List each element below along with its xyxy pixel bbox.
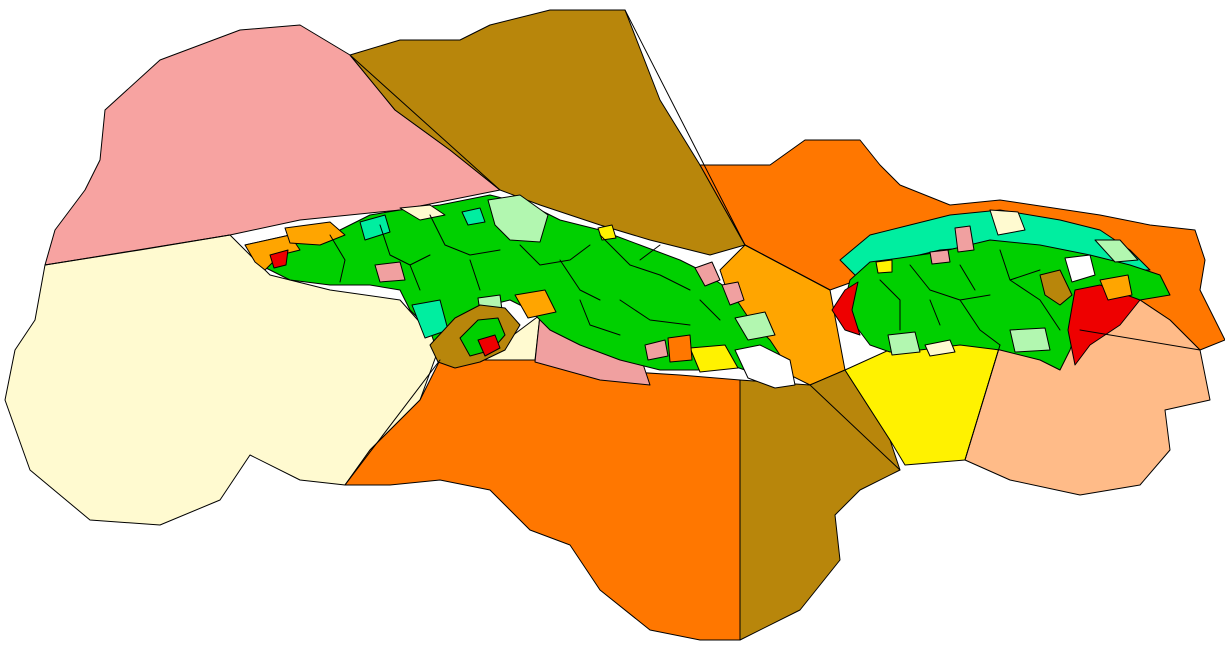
- west-island-red-inlet: [477, 334, 501, 357]
- west-island-orange-south: [667, 334, 693, 363]
- west-island-white-southeast: [734, 344, 796, 389]
- west-island-cream-north: [399, 204, 446, 221]
- east-island-yellow-west: [875, 259, 893, 274]
- west-island-rose-south: [644, 339, 669, 361]
- east-island-district-lines: [879, 249, 1061, 346]
- east-island-brown: [1039, 269, 1073, 306]
- east-island-cream-north: [989, 209, 1026, 236]
- zone-south-brown: [739, 369, 901, 641]
- west-island-rose-east: [694, 261, 721, 287]
- zone-boundary-lines: [44, 9, 1201, 641]
- east-island-cream-south: [924, 339, 956, 357]
- east-island-red-west: [831, 281, 861, 336]
- west-island-mint-east: [734, 311, 776, 341]
- west-island-amber-center: [514, 289, 557, 319]
- west-island-rose-east-2: [721, 281, 745, 306]
- zone-west-cream: [4, 234, 441, 526]
- west-island-yellow-south: [689, 344, 739, 373]
- west-island-district-lines: [329, 214, 721, 336]
- east-island-mint-northeast: [1094, 239, 1139, 263]
- east-island-mint-southeast: [1009, 327, 1051, 353]
- west-island-rose-west: [374, 261, 406, 283]
- west-island-mint-north: [487, 194, 549, 243]
- west-island-aqua-north-2: [461, 207, 486, 226]
- east-island-white: [1064, 254, 1096, 283]
- east-island-rose-west: [929, 249, 951, 265]
- zone-south-orange: [344, 354, 741, 641]
- east-island-amber-east: [1099, 274, 1133, 301]
- west-island-red-tip: [269, 249, 289, 269]
- east-island-mint-south: [887, 331, 921, 356]
- east-island-rose-north: [954, 225, 975, 253]
